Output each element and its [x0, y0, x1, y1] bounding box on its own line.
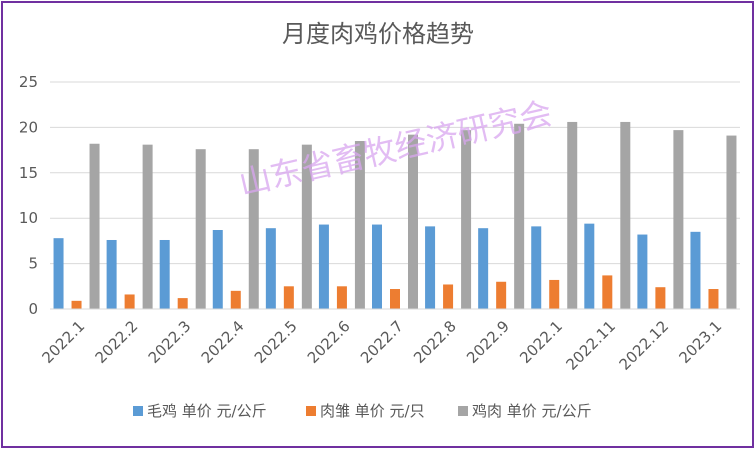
bar-series-jirou	[142, 144, 153, 309]
bar-series-jirou	[514, 123, 525, 309]
bar-series-maoji	[637, 234, 648, 309]
bar-series-rouchu	[124, 294, 135, 309]
y-tick-label: 5	[28, 255, 38, 273]
bar-series-rouchu	[443, 284, 454, 309]
x-tick-label: 2022.12	[616, 317, 673, 374]
legend-label: 肉雏 单价 元/只	[320, 402, 425, 420]
legend-swatch	[458, 406, 468, 416]
legend-label: 毛鸡 单价 元/公斤	[147, 402, 267, 420]
bar-series-rouchu	[549, 279, 560, 309]
bars	[53, 121, 737, 310]
bar-series-maoji	[478, 228, 489, 309]
x-tick-label: 2022.2	[92, 317, 142, 367]
x-tick-label: 2022.1	[516, 317, 566, 367]
bar-series-jirou	[301, 144, 312, 309]
x-tick-label: 2022.7	[357, 317, 407, 367]
bar-series-jirou	[673, 130, 684, 309]
x-tick-label: 2022.4	[198, 317, 248, 367]
legend-swatch	[133, 406, 143, 416]
bar-series-jirou	[408, 134, 418, 309]
bar-series-rouchu	[390, 289, 400, 309]
bar-series-jirou	[461, 130, 472, 309]
x-tick-label: 2022.11	[563, 317, 620, 374]
bar-series-rouchu	[230, 290, 241, 309]
bar-series-maoji	[372, 224, 382, 309]
y-tick-label: 0	[28, 300, 38, 318]
bar-series-jirou	[248, 149, 259, 309]
bar-series-rouchu	[602, 275, 613, 309]
bar-series-jirou	[620, 121, 631, 310]
x-tick-label: 2022.8	[410, 317, 460, 367]
bar-series-maoji	[212, 230, 223, 309]
bar-series-maoji	[159, 239, 170, 309]
bar-series-maoji	[53, 238, 64, 309]
watermark-text: 山东省畜牧经济研究会	[235, 94, 555, 203]
x-tick-label: 2022.9	[463, 317, 513, 367]
y-tick-label: 10	[19, 209, 38, 227]
bar-series-jirou	[354, 141, 365, 309]
bar-series-maoji	[265, 228, 276, 309]
bar-series-maoji	[106, 239, 117, 309]
chart-title: 月度肉鸡价格趋势	[282, 20, 474, 48]
bar-series-jirou	[195, 149, 206, 309]
y-tick-label: 20	[19, 118, 38, 136]
bar-series-rouchu	[71, 300, 82, 309]
legend-label: 鸡肉 单价 元/公斤	[472, 402, 592, 420]
bar-series-rouchu	[496, 281, 507, 309]
gridlines	[50, 81, 740, 265]
y-axis-ticks: 0 5 10 15 20 25	[19, 73, 38, 318]
bar-series-maoji	[318, 224, 329, 309]
bar-series-rouchu	[655, 287, 666, 309]
x-tick-label: 2022.6	[304, 317, 354, 367]
legend-swatch	[306, 406, 316, 416]
bar-series-rouchu	[177, 298, 188, 309]
legend: 毛鸡 单价 元/公斤 肉雏 单价 元/只 鸡肉 单价 元/公斤	[133, 402, 592, 420]
x-tick-label: 2022.5	[251, 317, 301, 367]
bar-series-maoji	[690, 231, 701, 309]
x-axis-ticks: 2022.1 2022.2 2022.3 2022.4 2022.5 2022.6 2022…	[39, 317, 726, 374]
x-tick-label: 2022.3	[145, 317, 195, 367]
x-tick-label: 2023.1	[675, 317, 725, 367]
bar-series-jirou	[726, 135, 737, 309]
bar-series-maoji	[425, 226, 436, 309]
bar-series-rouchu	[708, 289, 719, 309]
bar-series-jirou	[567, 121, 578, 310]
bar-series-jirou	[89, 143, 100, 309]
bar-series-rouchu	[336, 286, 347, 309]
bar-series-maoji	[584, 223, 595, 309]
bar-series-maoji	[531, 226, 542, 309]
y-tick-label: 25	[19, 73, 38, 91]
y-tick-label: 15	[19, 164, 38, 182]
bar-series-rouchu	[283, 286, 294, 309]
x-tick-label: 2022.1	[39, 317, 89, 367]
